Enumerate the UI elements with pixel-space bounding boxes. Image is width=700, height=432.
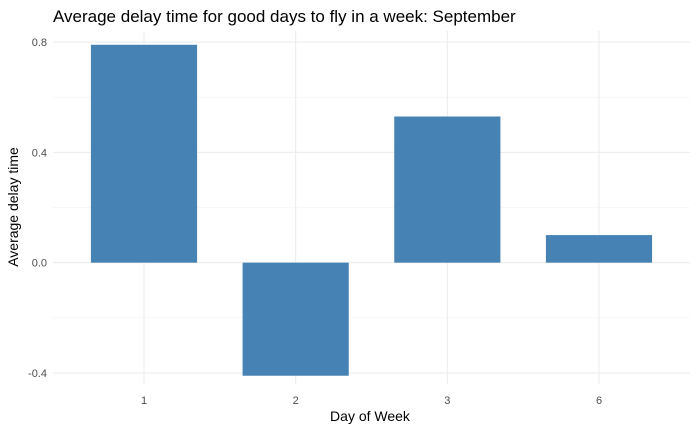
bars	[90, 44, 653, 376]
x-tick-label: 2	[293, 395, 299, 407]
y-tick-label: 0.0	[32, 258, 47, 270]
bar-day-3	[394, 116, 501, 263]
chart-title: Average delay time for good days to fly …	[53, 7, 516, 26]
y-axis-title: Average delay time	[5, 147, 21, 267]
x-tick-label: 3	[444, 395, 450, 407]
bar-day-1	[90, 44, 198, 263]
bar-day-2	[242, 262, 349, 376]
bar-day-6	[545, 235, 653, 263]
x-tick-label: 1	[141, 395, 147, 407]
x-tick-label: 6	[596, 395, 602, 407]
y-tick-label: 0.8	[32, 37, 47, 49]
y-tick-label: -0.4	[28, 368, 47, 380]
x-axis-title: Day of Week	[330, 408, 411, 424]
y-axis-ticks: -0.4 0.0 0.4 0.8	[28, 37, 47, 380]
y-tick-label: 0.4	[32, 147, 47, 159]
x-axis-ticks: 1 2 3 6	[141, 395, 602, 407]
